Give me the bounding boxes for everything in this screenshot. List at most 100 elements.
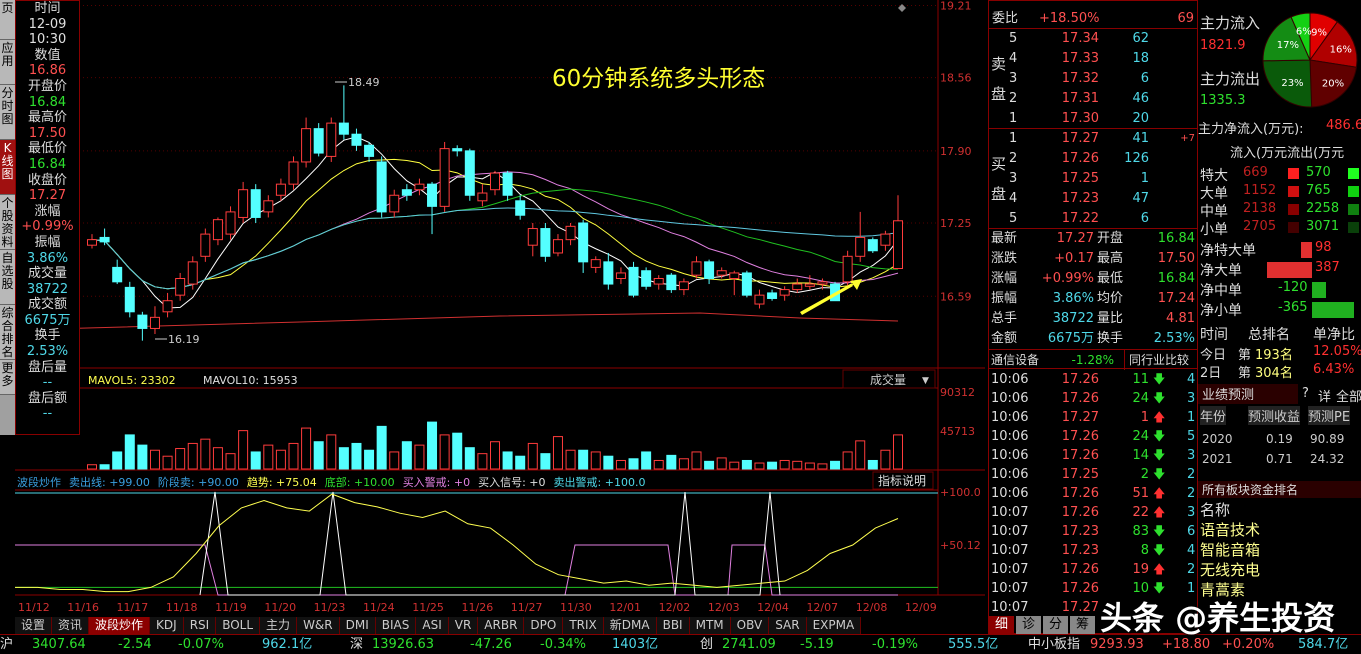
detail-tab-筹[interactable]: 筹 <box>1070 616 1096 634</box>
volume-bar <box>187 442 198 470</box>
indicator-help-button[interactable] <box>872 471 934 490</box>
tick-row: 10:06 17.25 2 🡇 2 <box>989 465 1197 484</box>
volume-bar <box>615 459 626 470</box>
sell-level: 1 17.30 20 <box>989 109 1197 129</box>
chart-annotation: 60分钟系统多头形态 <box>552 66 765 92</box>
forecast-title: 业绩预测 <box>1198 384 1298 404</box>
tab-主力[interactable]: 主力 <box>260 617 298 634</box>
tab-BOLL[interactable]: BOLL <box>216 617 261 634</box>
tab-新DMA[interactable]: 新DMA <box>603 617 657 634</box>
indicator-legend: 波段炒作 <box>17 475 61 489</box>
outflow-amount: 765 <box>1306 183 1331 198</box>
level-volume: 126 <box>1124 151 1149 166</box>
board-item[interactable]: 无线充电 <box>1200 561 1261 579</box>
tab-资讯[interactable]: 资讯 <box>52 617 90 634</box>
volume-bar <box>452 432 463 470</box>
tab-BBI[interactable]: BBI <box>656 617 690 634</box>
level-price: 17.31 <box>1061 91 1099 106</box>
detail-tab-分[interactable]: 分 <box>1043 616 1069 634</box>
info-value: 12-09 <box>28 16 67 32</box>
left-tab-4[interactable]: 个股资料 <box>0 195 15 250</box>
tab-OBV[interactable]: OBV <box>730 617 770 634</box>
net-flow-bar <box>1300 242 1312 258</box>
tick-volume: 51 <box>1132 486 1149 501</box>
info-label: 时间 <box>34 1 61 16</box>
tick-row: 10:06 17.26 24 🡇 5 <box>989 427 1197 446</box>
tab-W&R[interactable]: W&R <box>297 617 340 634</box>
tab-DPO[interactable]: DPO <box>524 617 564 634</box>
indicator-legend: 买入信号: +0 <box>478 476 545 489</box>
buy-level: 2 17.26 126 <box>989 149 1197 169</box>
tab-DMI[interactable]: DMI <box>339 617 376 634</box>
tab-ASI[interactable]: ASI <box>416 617 449 634</box>
tick-price: 17.26 <box>1061 372 1099 387</box>
net-row-label: 净中单 <box>1200 283 1242 299</box>
board-item[interactable]: 智能音箱 <box>1200 541 1261 559</box>
left-tab-5[interactable]: 自选股 <box>0 250 15 305</box>
candle <box>364 141 375 162</box>
tab-波段炒作[interactable]: 波段炒作 <box>89 617 151 634</box>
status-item: 沪 <box>0 637 14 652</box>
side-char: 卖 <box>991 55 1007 73</box>
side-char: 买 <box>991 155 1007 173</box>
left-tab-6[interactable]: 综合排名 <box>0 305 15 360</box>
net-flow-bar <box>1312 302 1354 318</box>
tab-VR[interactable]: VR <box>448 617 479 634</box>
tab-MTM[interactable]: MTM <box>689 617 731 634</box>
date-tick: 11/12 <box>18 601 50 614</box>
status-item: 962.1亿 <box>262 637 313 652</box>
date-tick: 12/04 <box>757 601 789 614</box>
volume-bar <box>238 430 249 470</box>
stat-value: +0.17 <box>1054 251 1094 266</box>
candle <box>137 311 148 341</box>
dropdown-icon[interactable]: ▼ <box>922 376 929 386</box>
forecast-button-2[interactable]: 全部 <box>1336 390 1361 405</box>
tab-RSI[interactable]: RSI <box>183 617 217 634</box>
tick-volume: 11 <box>1132 372 1149 387</box>
arrow-down-icon: 🡇 <box>1153 372 1166 386</box>
info-value: 3.86% <box>26 250 69 266</box>
tab-TRIX[interactable]: TRIX <box>563 617 604 634</box>
volume-bar <box>275 449 286 470</box>
tab-SAR[interactable]: SAR <box>769 617 807 634</box>
tab-EXPMA[interactable]: EXPMA <box>806 617 862 634</box>
tick-row: 10:07 17.27 <box>989 598 1197 617</box>
volume-bar <box>565 449 576 470</box>
candle <box>162 292 173 318</box>
candle <box>439 141 450 212</box>
volume-bar <box>225 453 236 470</box>
board-item[interactable]: 青蒿素 <box>1200 581 1246 599</box>
detail-tab-诊[interactable]: 诊 <box>1016 616 1042 634</box>
left-tab-7[interactable]: 更多 <box>0 360 15 395</box>
compare-button[interactable]: 同行业比较 <box>1124 350 1189 370</box>
detail-tab-细[interactable]: 细 <box>989 616 1015 634</box>
volume-bar <box>175 448 186 470</box>
kline-chart[interactable]: 19.21 18.56 17.90 17.25 16.59 18.49 16.19 60分钟系… <box>0 0 985 617</box>
date-tick: 12/02 <box>659 601 691 614</box>
level-price: 17.32 <box>1061 71 1099 86</box>
rank-position: 304名 <box>1255 366 1293 381</box>
forecast-button-0[interactable]: ? <box>1302 386 1309 401</box>
volume-selector[interactable] <box>842 369 936 389</box>
status-item: 中小板指 <box>1028 637 1081 652</box>
outflow-swatch <box>1348 222 1359 233</box>
left-tab-3[interactable]: K线图 <box>0 140 15 195</box>
outflow-amount: 2258 <box>1306 201 1340 216</box>
forecast-button-1[interactable]: 详 <box>1318 390 1332 405</box>
candle <box>855 211 866 262</box>
detail-tabs: 细诊分筹 <box>989 616 1097 634</box>
tab-BIAS[interactable]: BIAS <box>375 617 417 634</box>
tab-KDJ[interactable]: KDJ <box>150 617 184 634</box>
tick-count: 4 <box>1187 372 1196 387</box>
left-tab-2[interactable]: 分时图 <box>0 85 15 140</box>
left-tab-1[interactable]: 应用 <box>0 40 15 85</box>
tab-设置[interactable]: 设置 <box>15 617 53 634</box>
candle <box>401 184 412 201</box>
stat-value: 17.24 <box>1157 291 1195 306</box>
tick-price: 17.26 <box>1061 581 1099 596</box>
candle <box>225 206 236 240</box>
info-label: 振幅 <box>34 234 61 250</box>
tab-ARBR[interactable]: ARBR <box>478 617 525 634</box>
board-item[interactable]: 语音技术 <box>1200 521 1261 539</box>
left-tab-0[interactable]: 页 <box>0 0 15 40</box>
